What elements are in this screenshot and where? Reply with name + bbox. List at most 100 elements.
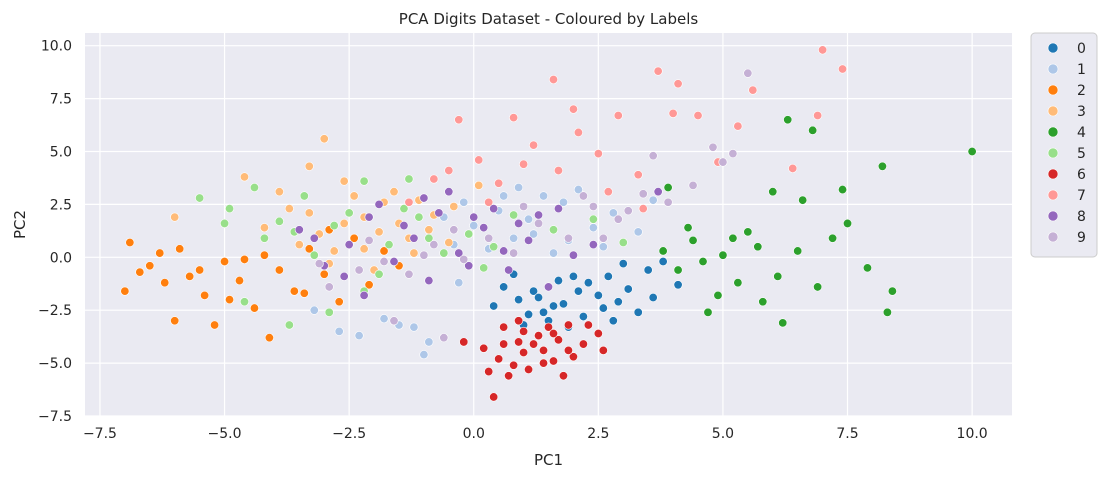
point-label-4: [828, 233, 838, 243]
point-label-9: [534, 218, 544, 228]
x-axis-ticks: −7.5 −5.0 −2.5 0.0 2.5 5.0 7.5 10.0: [83, 426, 988, 442]
point-label-9: [648, 151, 658, 161]
point-label-6: [519, 348, 529, 358]
point-label-2: [200, 290, 210, 300]
point-label-5: [299, 191, 309, 201]
point-label-8: [454, 248, 464, 258]
point-label-1: [558, 197, 568, 207]
point-label-9: [379, 257, 389, 267]
point-label-2: [125, 237, 135, 247]
point-label-3: [304, 208, 314, 218]
point-label-3: [239, 172, 249, 182]
point-label-7: [638, 204, 648, 214]
point-label-4: [683, 223, 693, 233]
point-label-5: [220, 218, 230, 228]
point-label-6: [459, 337, 469, 347]
point-label-3: [274, 187, 284, 197]
point-label-9: [439, 333, 449, 343]
point-label-6: [494, 354, 504, 364]
point-label-4: [718, 250, 728, 260]
point-label-4: [773, 271, 783, 281]
legend-label: 0: [1077, 41, 1086, 57]
point-label-7: [613, 111, 623, 121]
point-label-4: [877, 161, 887, 171]
point-label-2: [319, 269, 329, 279]
point-label-8: [524, 235, 534, 245]
point-label-9: [354, 265, 364, 275]
point-label-3: [424, 225, 434, 235]
point-label-8: [434, 208, 444, 218]
point-label-9: [718, 157, 728, 167]
point-label-7: [429, 174, 439, 184]
point-label-6: [524, 364, 534, 374]
point-label-0: [608, 316, 618, 326]
point-label-5: [588, 214, 598, 224]
point-label-0: [524, 309, 534, 319]
point-label-9: [429, 240, 439, 250]
point-label-2: [299, 288, 309, 298]
legend: 0 1 2 3 4 5 6 7 8 9: [1030, 32, 1098, 258]
point-label-8: [294, 225, 304, 235]
point-label-9: [623, 206, 633, 216]
point-label-4: [793, 246, 803, 256]
point-label-7: [668, 108, 678, 118]
point-label-9: [708, 142, 718, 152]
point-label-8: [374, 199, 384, 209]
x-tick-label: −2.5: [332, 426, 366, 442]
legend-label: 8: [1077, 209, 1086, 225]
point-label-2: [379, 246, 389, 256]
point-label-0: [499, 282, 509, 292]
point-label-8: [543, 282, 553, 292]
point-label-0: [558, 299, 568, 309]
point-label-9: [638, 189, 648, 199]
point-label-7: [593, 149, 603, 159]
point-label-5: [259, 233, 269, 243]
point-label-7: [633, 170, 643, 180]
point-label-5: [414, 212, 424, 222]
point-label-3: [304, 161, 314, 171]
point-label-0: [489, 301, 499, 311]
point-label-9: [688, 180, 698, 190]
point-label-5: [309, 250, 319, 260]
point-label-1: [514, 182, 524, 192]
point-label-6: [539, 358, 549, 368]
point-label-1: [459, 197, 469, 207]
point-label-0: [583, 278, 593, 288]
point-label-3: [329, 246, 339, 256]
point-label-7: [673, 79, 683, 89]
y-axis-ticks: −7.5 −5.0 −2.5 0.0 2.5 5.0 7.5 10.0: [38, 39, 72, 425]
point-label-8: [424, 276, 434, 286]
point-label-6: [519, 326, 529, 336]
point-label-4: [887, 286, 897, 296]
legend-marker: [1047, 42, 1059, 54]
point-label-4: [713, 290, 723, 300]
point-label-1: [469, 221, 479, 231]
point-label-4: [728, 233, 738, 243]
point-label-8: [653, 187, 663, 197]
point-label-0: [613, 297, 623, 307]
x-tick-label: 7.5: [836, 426, 858, 442]
point-label-5: [239, 297, 249, 307]
point-label-4: [698, 257, 708, 267]
point-label-0: [618, 259, 628, 269]
point-label-8: [499, 246, 509, 256]
point-label-7: [693, 111, 703, 121]
point-label-2: [334, 297, 344, 307]
point-label-9: [324, 282, 334, 292]
point-label-8: [568, 250, 578, 260]
point-label-5: [374, 269, 384, 279]
point-label-4: [733, 278, 743, 288]
point-label-1: [419, 350, 429, 360]
point-label-0: [623, 284, 633, 294]
point-label-6: [514, 337, 524, 347]
point-label-7: [444, 166, 454, 176]
legend-box: [1030, 32, 1098, 258]
point-label-1: [529, 229, 539, 239]
point-label-2: [304, 244, 314, 254]
point-label-6: [578, 339, 588, 349]
point-label-0: [598, 303, 608, 313]
point-label-0: [514, 295, 524, 305]
point-label-7: [733, 121, 743, 131]
point-label-2: [155, 248, 165, 258]
point-label-3: [284, 204, 294, 214]
